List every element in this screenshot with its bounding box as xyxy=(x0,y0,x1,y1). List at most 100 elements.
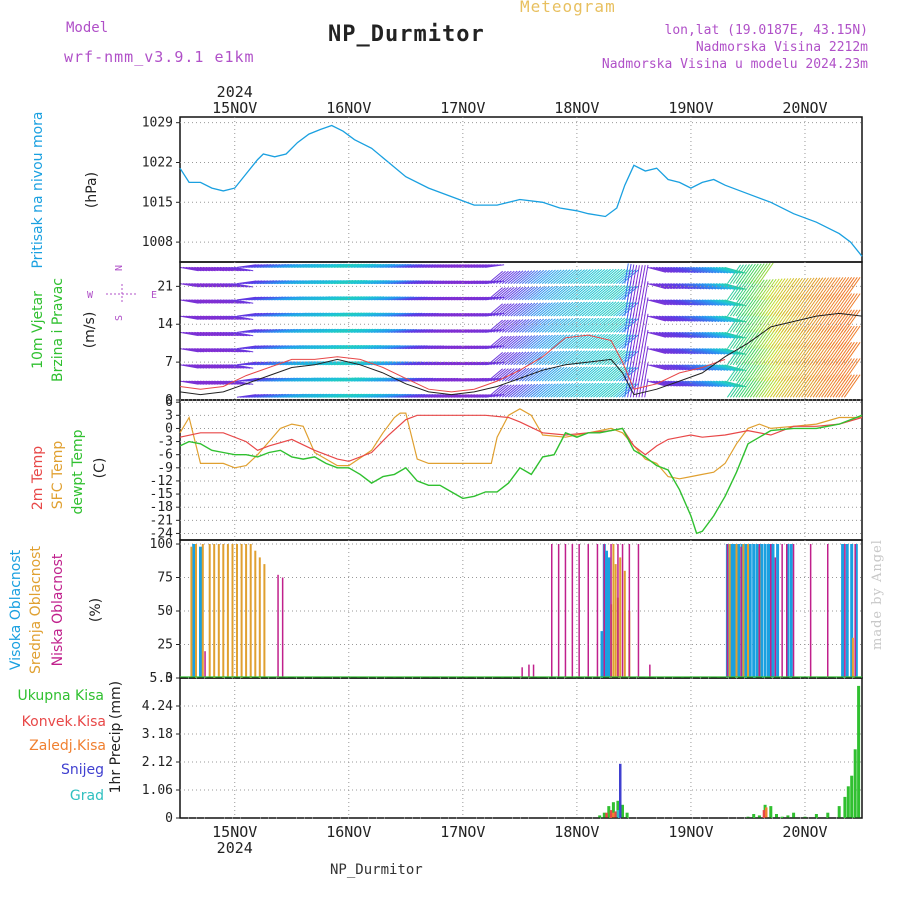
wind-barb xyxy=(573,301,591,317)
footer-station-name: NP_Durmitor xyxy=(330,862,423,878)
wind-barb xyxy=(510,384,527,398)
wind-barb xyxy=(721,299,744,307)
cloud-bar-low xyxy=(758,544,761,678)
wind-barb xyxy=(718,283,741,290)
wind-barb xyxy=(701,283,723,290)
precip-ytick-label: 5.3 xyxy=(150,671,173,686)
wind-barb xyxy=(667,380,687,387)
precip-bar-ukupna-kisa xyxy=(792,812,796,818)
wind-barb xyxy=(516,270,533,284)
wind-barb xyxy=(567,366,585,382)
wind-barb xyxy=(735,361,750,382)
wind-barb xyxy=(547,269,565,284)
wind-barb xyxy=(715,364,738,371)
wind-barb xyxy=(695,380,717,387)
wind-barb xyxy=(698,348,720,355)
precip-bar-ukupna-kisa xyxy=(837,806,841,818)
wind-barb xyxy=(841,325,858,349)
wind-barb xyxy=(496,287,512,301)
wind-barb xyxy=(490,303,506,317)
wind-barbs xyxy=(179,262,861,398)
x-tick-label-bottom: 16NOV xyxy=(326,823,371,841)
wind-barb xyxy=(550,269,568,284)
wind-barb xyxy=(498,384,515,398)
wind-barb xyxy=(655,315,675,322)
wind-barb xyxy=(838,341,855,366)
wind-barb xyxy=(584,317,603,333)
wind-barb xyxy=(498,270,515,284)
wind-barb xyxy=(521,286,539,301)
wind-barb xyxy=(698,380,720,387)
wind-barb xyxy=(835,309,853,333)
wind-barb xyxy=(664,315,684,322)
wind-barb xyxy=(638,362,643,382)
cloud-bar-high xyxy=(607,557,611,678)
cloud-bar-low xyxy=(770,544,772,678)
wind-barb xyxy=(613,285,631,301)
wind-barb xyxy=(841,293,858,317)
precip-bar-ukupna-kisa xyxy=(857,685,861,818)
wind-barb xyxy=(208,266,227,272)
wind-barb xyxy=(789,277,806,301)
precip-bar-konvek-kisa xyxy=(609,810,613,818)
cloud-bar-high xyxy=(763,544,767,678)
wind-barb xyxy=(595,382,614,398)
wind-barb xyxy=(701,331,723,339)
pressure-axis-title: Pritisak na nivou mora xyxy=(30,111,46,268)
wind-barb xyxy=(675,315,696,322)
cloud-bar-low xyxy=(532,664,535,678)
wind-barb xyxy=(661,331,681,338)
wind-barb xyxy=(536,350,553,366)
wind-barb xyxy=(558,350,577,366)
wind-barb xyxy=(843,277,861,301)
precip-legend-item: Konvek.Kisa xyxy=(22,714,106,730)
wind-barb xyxy=(758,262,774,284)
wind-barb xyxy=(501,270,518,284)
cloud-ytick-label: 25 xyxy=(157,638,173,653)
wind-barb xyxy=(681,364,702,371)
wind-barb xyxy=(638,346,643,365)
cloud-bar-high xyxy=(755,544,759,678)
cloud-bar-mid xyxy=(208,544,211,678)
wind-barb xyxy=(693,380,714,387)
wind-barb xyxy=(650,283,669,290)
wind-barb xyxy=(653,315,672,322)
precip-ytick-label: 0 xyxy=(165,811,173,826)
wind-barb xyxy=(521,270,539,284)
temperature-ytick-label: -15 xyxy=(150,487,173,502)
wind-barb xyxy=(661,364,681,371)
wind-barb xyxy=(641,378,646,398)
wind-barb xyxy=(607,285,626,301)
cloud-bar-low xyxy=(564,544,567,678)
page-title: NP_Durmitor xyxy=(328,22,485,47)
wind-barb xyxy=(516,351,533,366)
wind-barb xyxy=(513,270,530,284)
wind-barb xyxy=(553,383,571,398)
wind-barb xyxy=(843,342,861,366)
wind-barb xyxy=(587,285,606,301)
wind-barb xyxy=(610,317,629,333)
wind-barb xyxy=(524,367,542,382)
wind-barb xyxy=(726,362,742,382)
wind-barb xyxy=(496,270,512,284)
wind-barb xyxy=(701,380,723,387)
wind-barb xyxy=(650,364,669,371)
x-tick-label-bottom: 15NOV xyxy=(212,823,257,841)
cloud-bar-low xyxy=(621,544,624,678)
wind-barb xyxy=(724,364,747,372)
wind-barb xyxy=(673,364,693,371)
wind-barb xyxy=(843,293,861,317)
precip-bar-ukupna-kisa xyxy=(602,812,606,818)
precip-bar-ukupna-kisa xyxy=(846,786,850,818)
wind-barb xyxy=(792,277,809,301)
wind-barb xyxy=(587,366,606,382)
temp-axis-title-2m: 2m Temp xyxy=(30,446,46,510)
wind-barb xyxy=(721,266,744,274)
wind-barb xyxy=(644,264,649,284)
wind-barb xyxy=(667,348,687,355)
wind-barb xyxy=(675,266,696,274)
wind-barb xyxy=(835,374,853,398)
wind-barb xyxy=(564,382,583,398)
wind-barb xyxy=(778,278,795,301)
wind-barb xyxy=(521,335,539,349)
